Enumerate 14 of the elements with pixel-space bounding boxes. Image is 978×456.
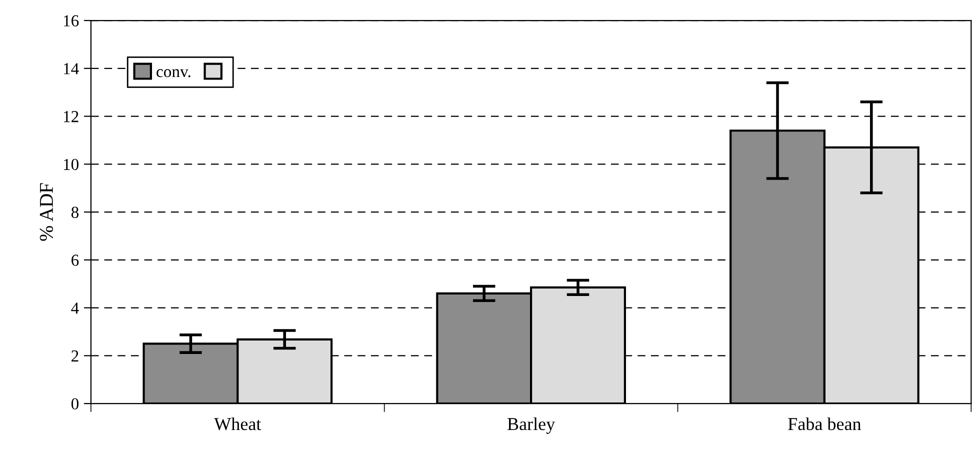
y-tick-label: 10 [64, 158, 79, 170]
y-axis-title: % ADF [40, 183, 54, 241]
y-tick-label: 8 [71, 206, 79, 218]
y-tick-label: 16 [64, 15, 79, 26]
x-tick-label: Wheat [214, 417, 262, 430]
y-tick-label: 0 [71, 398, 79, 410]
y-tick-label: 14 [64, 63, 79, 74]
x-tick-label: Barley [508, 417, 556, 434]
x-tick-label: Faba bean [788, 417, 862, 430]
legend-label: conv. [156, 69, 190, 78]
y-tick-label: 4 [71, 302, 79, 314]
y-tick-label: 2 [72, 350, 78, 362]
y-tick-label: 6 [72, 254, 79, 266]
y-tick-label: 12 [64, 111, 78, 122]
